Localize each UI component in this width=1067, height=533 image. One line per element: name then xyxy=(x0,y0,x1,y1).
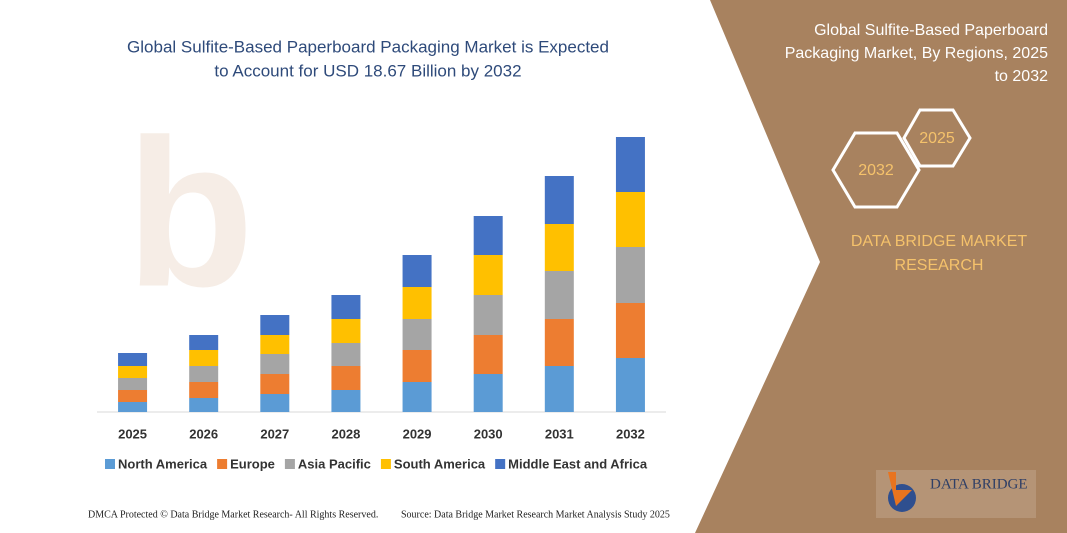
footer-left: DMCA Protected © Data Bridge Market Rese… xyxy=(88,509,378,520)
legend-swatch xyxy=(105,459,115,469)
side-title: Packaging Market, By Regions, 2025 xyxy=(785,45,1048,62)
bar-segment xyxy=(331,343,361,366)
bar-segment xyxy=(260,354,290,374)
bar-segment xyxy=(615,247,645,303)
side-panel xyxy=(695,0,1067,533)
legend-label: Asia Pacific xyxy=(298,456,371,471)
bar-segment xyxy=(402,350,432,382)
bar-segment xyxy=(260,394,290,412)
legend-label: Europe xyxy=(230,456,275,471)
logo-text: DATA BRIDGE xyxy=(930,476,1028,492)
legend-label: Middle East and Africa xyxy=(508,456,648,471)
x-tick-label: 2032 xyxy=(616,426,645,441)
bar-segment xyxy=(118,402,148,412)
bar-segment xyxy=(331,366,361,390)
bar-segment xyxy=(544,224,574,271)
chart-title: to Account for USD 18.67 Billion by 2032 xyxy=(214,61,521,80)
logo-icon xyxy=(888,472,912,506)
bar-segment xyxy=(189,366,219,382)
bar-segment xyxy=(189,382,219,398)
x-tick-label: 2025 xyxy=(118,426,147,441)
bar-segment xyxy=(402,287,432,319)
legend-label: North America xyxy=(118,456,208,471)
x-tick-label: 2030 xyxy=(474,426,503,441)
hexagon-label: 2025 xyxy=(919,130,955,147)
x-tick-label: 2028 xyxy=(331,426,360,441)
bar-segment xyxy=(544,271,574,319)
bar-segment xyxy=(118,366,148,378)
legend-swatch xyxy=(284,459,295,469)
bar-segment xyxy=(615,192,645,247)
bar-segment xyxy=(189,350,219,366)
brand: RESEARCH xyxy=(895,257,984,274)
bar-segment xyxy=(544,176,574,224)
legend-label: South America xyxy=(394,456,486,471)
chart-title: Global Sulfite-Based Paperboard Packagin… xyxy=(127,37,609,56)
legend-swatch xyxy=(380,459,391,469)
bar-segment xyxy=(615,358,645,412)
hexagon-label: 2032 xyxy=(858,162,894,179)
footer-right: Source: Data Bridge Market Research Mark… xyxy=(401,509,670,520)
bar-segment xyxy=(260,315,290,335)
bar-segment xyxy=(331,319,361,343)
bar-segment xyxy=(118,378,148,390)
bar-segment xyxy=(189,398,219,412)
brand: DATA BRIDGE MARKET xyxy=(851,233,1028,250)
bar-segment xyxy=(544,366,574,412)
side-title: Global Sulfite-Based Paperboard xyxy=(814,22,1048,39)
side-title: to 2032 xyxy=(995,68,1048,85)
x-tick-label: 2031 xyxy=(545,426,574,441)
bar-segment xyxy=(402,382,432,412)
bar-segment xyxy=(402,319,432,350)
bar-segment xyxy=(331,390,361,412)
bar-segment xyxy=(260,374,290,394)
bar-segment xyxy=(473,335,503,374)
bar-segment xyxy=(331,295,361,319)
legend-swatch xyxy=(217,459,228,469)
x-tick-label: 2029 xyxy=(403,426,432,441)
bar-segment xyxy=(473,374,503,412)
bar-segment xyxy=(260,335,290,354)
watermark: b xyxy=(126,95,254,330)
legend-swatch xyxy=(495,459,506,469)
x-tick-label: 2026 xyxy=(189,426,218,441)
hexagon xyxy=(902,108,972,168)
x-tick-label: 2027 xyxy=(260,426,289,441)
bar-segment xyxy=(473,295,503,335)
bar-segment xyxy=(402,255,432,287)
bar-segment xyxy=(473,255,503,295)
bar-segment xyxy=(118,353,148,366)
bar-segment xyxy=(118,390,148,402)
bar-segment xyxy=(615,137,645,192)
hexagon xyxy=(831,131,921,209)
bar-segment xyxy=(473,216,503,255)
bar-segment xyxy=(544,319,574,366)
bar-segment xyxy=(615,303,645,358)
bar-segment xyxy=(189,335,219,350)
